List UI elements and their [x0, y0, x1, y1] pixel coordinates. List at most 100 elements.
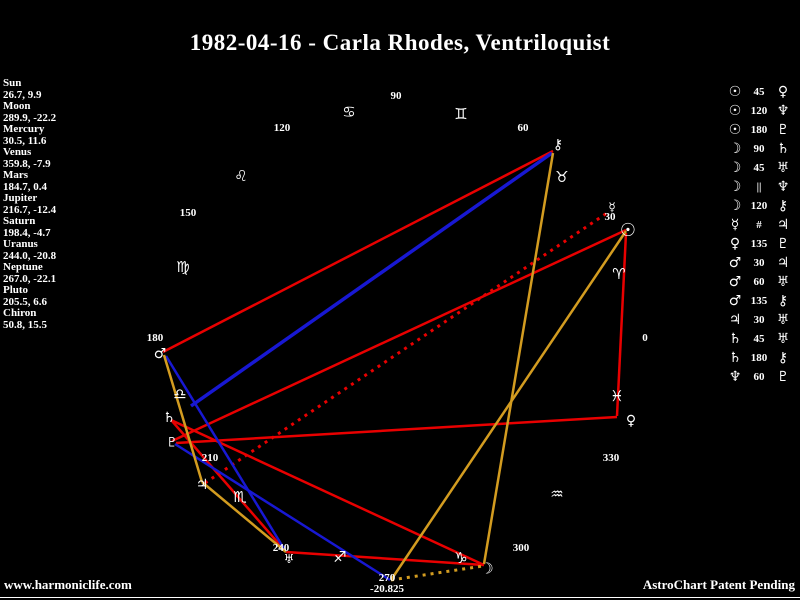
aspect-line-sun-45-venus [615, 232, 628, 417]
planet-list-name-chiron: Chiron [3, 307, 37, 319]
degree-label-270: 270 [379, 572, 396, 584]
aspect-list-row: ♄ 45 ♅ [726, 329, 792, 348]
aspect-line-neptune-60-pluto [174, 442, 391, 582]
aspect-body2-glyph: ♅ [776, 311, 790, 328]
aspect-body2-glyph: ♃ [776, 254, 790, 271]
planet-list-name-pluto: Pluto [3, 284, 29, 296]
planet-glyph-sun: ☉ [620, 220, 636, 241]
aspect-line-mercury-cp-jupiter [204, 209, 611, 485]
degree-label-0: 0 [642, 332, 648, 344]
degree-label-330: 330 [603, 452, 620, 464]
aspect-body2-glyph: ♅ [776, 273, 790, 290]
aspect-list: ☉ 45 ♀ ☉ 120 ♆ ☉ 180 ♇ ☽ 90 ♄ ☽ 45 ♅ ☽ || ♆ ☽ 120 ⚷ ☿ # ♃ ♀ 135 ♇ ♂… [726, 82, 792, 386]
planet-list-value-chiron: 50.8, 15.5 [3, 318, 47, 331]
aspect-line-sun-120-neptune [389, 230, 628, 581]
degree-label-300: 300 [513, 542, 530, 554]
aspect-angle: 120 [750, 199, 768, 212]
aspect-body2-glyph: ♇ [776, 368, 790, 385]
planet-list-value-moon: 289.9, -22.2 [3, 111, 57, 124]
aspect-body2-glyph: ♆ [776, 102, 790, 119]
planet-list-value-venus: 359.8, -7.9 [3, 157, 51, 170]
planet-list-value-mercury: 30.5, 11.6 [3, 134, 47, 147]
planet-list-name-sun: Sun [3, 77, 22, 89]
aspect-body1-glyph: ♀ [729, 235, 741, 252]
aspect-body2-glyph: ♅ [776, 159, 790, 176]
planet-glyph-chiron: ⚷ [553, 137, 563, 153]
aspect-angle: 135 [750, 237, 768, 250]
aspect-body1-glyph: ♂ [728, 254, 742, 271]
aspect-list-row: ☽ 120 ⚷ [726, 196, 792, 215]
planet-glyph-uranus: ♅ [284, 552, 295, 566]
aspect-line-moon-45-uranus [285, 550, 485, 567]
planet-list-name-saturn: Saturn [3, 215, 36, 227]
aspect-list-row: ☉ 45 ♀ [726, 82, 792, 101]
aspect-body1-glyph: ☽ [728, 197, 742, 214]
aspect-body1-glyph: ☉ [728, 121, 742, 138]
planet-glyph-saturn: ♄ [163, 410, 176, 426]
degree-label-240: 240 [273, 542, 290, 554]
planet-list-name-mars: Mars [3, 169, 29, 181]
planet-list-value-sun: 26.7, 9.9 [3, 88, 42, 101]
aspect-list-row: ♂ 135 ⚷ [726, 291, 792, 310]
zodiac-sign-glyph-leo: ♌ [234, 167, 247, 185]
aspect-line-mars-135-chiron [162, 149, 554, 354]
zodiac-sign-glyph-capricorn: ♑ [454, 549, 467, 567]
degree-label-150: 150 [180, 207, 197, 219]
degree-label-30: 30 [605, 211, 617, 223]
aspect-body1-glyph: ♂ [728, 292, 742, 309]
zodiac-sign-glyph-aries: ♈ [612, 265, 625, 283]
aspect-line-sun-180-pluto [171, 228, 627, 443]
aspect-line-moon-120-chiron [482, 152, 555, 565]
aspect-line-mars-30-jupiter [162, 354, 204, 483]
degree-label-180: 180 [147, 332, 164, 344]
planet-glyph-moon: ☽ [480, 560, 493, 578]
planet-list-name-moon: Moon [3, 100, 31, 112]
aspect-angle: 180 [750, 351, 768, 364]
aspect-angle: 45 [753, 85, 765, 98]
aspect-angle: 180 [750, 123, 768, 136]
aspect-list-row: ♂ 30 ♃ [726, 253, 792, 272]
planet-position-list: Sun 26.7, 9.9 Moon 289.9, -22.2 Mercury 30.5,… [3, 77, 57, 331]
aspect-list-row: ☉ 180 ♇ [726, 120, 792, 139]
aspect-body1-glyph: ♃ [728, 311, 742, 328]
planet-list-value-uranus: 244.0, -20.8 [3, 249, 57, 262]
aspect-body1-glyph: ☽ [728, 159, 742, 176]
declination-readout: -20.825 [370, 583, 404, 595]
planet-list-value-neptune: 267.0, -22.1 [3, 272, 57, 285]
aspect-line-venus-135-pluto [175, 415, 618, 445]
website-url: www.harmoniclife.com [4, 577, 132, 592]
degree-label-210: 210 [202, 452, 219, 464]
aspect-list-row: ♆ 60 ♇ [726, 367, 792, 386]
aspect-angle: 45 [753, 161, 765, 174]
aspect-body1-glyph: ☽ [728, 178, 742, 195]
aspect-list-row: ♄ 180 ⚷ [726, 348, 792, 367]
aspect-body2-glyph: ♃ [776, 216, 790, 233]
chart-title: 1982-04-16 - Carla Rhodes, Ventriloquist [189, 30, 611, 55]
aspect-line-moon-par-neptune [390, 564, 484, 582]
aspect-body2-glyph: ♅ [776, 330, 790, 347]
degree-label-120: 120 [274, 122, 291, 134]
aspect-line-saturn-180-chiron [189, 151, 554, 408]
aspect-angle: 60 [753, 370, 765, 383]
aspect-list-row: ☽ 45 ♅ [726, 158, 792, 177]
aspect-body1-glyph: ☉ [728, 83, 742, 100]
aspect-body1-glyph: ☉ [728, 102, 742, 119]
aspect-angle: 90 [753, 142, 765, 155]
planet-glyph-jupiter: ♃ [196, 477, 209, 493]
zodiac-sign-glyph-scorpio: ♏ [233, 488, 247, 506]
aspect-body1-glyph: ☿ [730, 216, 740, 233]
aspect-list-row: ♃ 30 ♅ [726, 310, 792, 329]
planet-glyph-mars: ♂ [154, 346, 167, 362]
aspect-list-row: ☉ 120 ♆ [726, 101, 792, 120]
planet-list-name-jupiter: Jupiter [3, 192, 38, 204]
aspect-angle: 120 [750, 104, 768, 117]
zodiac-sign-glyph-libra: ♎ [173, 385, 186, 403]
aspect-list-row: ☽ 90 ♄ [726, 139, 792, 158]
planet-list-name-venus: Venus [3, 146, 32, 158]
planet-list-value-jupiter: 216.7, -12.4 [3, 203, 57, 216]
aspect-body2-glyph: ♇ [776, 235, 790, 252]
aspect-body1-glyph: ♄ [728, 349, 742, 366]
zodiac-sign-glyph-virgo: ♍ [176, 258, 189, 276]
aspect-angle: 60 [753, 275, 765, 288]
